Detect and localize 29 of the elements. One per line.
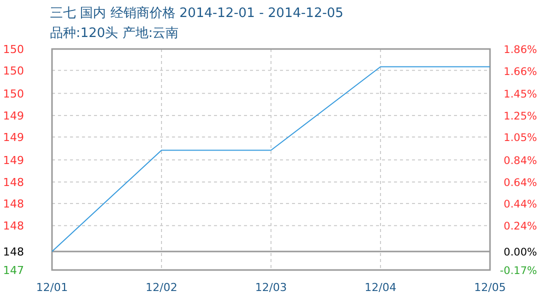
y2-tick-label: 1.66% <box>504 66 538 78</box>
x-tick-label: 12/05 <box>474 281 506 294</box>
y2-tick-label: 0.00% <box>504 246 538 258</box>
x-tick-label: 12/01 <box>36 281 68 294</box>
chart-title: 三七 国内 经销商价格 2014-12-01 - 2014-12-05 <box>50 6 344 21</box>
y2-tick-label: 0.84% <box>504 155 538 168</box>
chart-subtitle: 品种:120头 产地:云南 <box>50 26 179 41</box>
y2-tick-label: -0.17% <box>500 265 538 277</box>
y2-tick-label: 1.86% <box>504 44 538 56</box>
y-tick-label: 150 <box>3 64 24 78</box>
y-tick-label: 148 <box>3 246 24 259</box>
y-tick-label: 150 <box>3 43 24 56</box>
y-tick-label: 150 <box>3 87 24 100</box>
y2-tick-label: 0.44% <box>504 198 538 211</box>
y2-tick-label: 1.45% <box>504 88 538 101</box>
y2-tick-label: 0.24% <box>504 220 538 232</box>
y-tick-label: 148 <box>3 197 24 210</box>
y-tick-label: 148 <box>3 220 24 233</box>
y2-tick-label: 1.05% <box>504 132 538 144</box>
y-tick-label: 147 <box>3 264 24 277</box>
x-tick-label: 12/02 <box>146 281 178 294</box>
y-tick-label: 149 <box>3 110 24 123</box>
y-tick-label: 149 <box>3 130 24 144</box>
y-tick-label: 148 <box>3 176 24 190</box>
x-tick-label: 12/03 <box>255 281 287 294</box>
y2-tick-label: 0.64% <box>504 176 538 189</box>
x-tick-label: 12/04 <box>364 281 396 294</box>
y2-tick-label: 1.25% <box>504 110 538 122</box>
y-tick-label: 149 <box>3 154 24 167</box>
